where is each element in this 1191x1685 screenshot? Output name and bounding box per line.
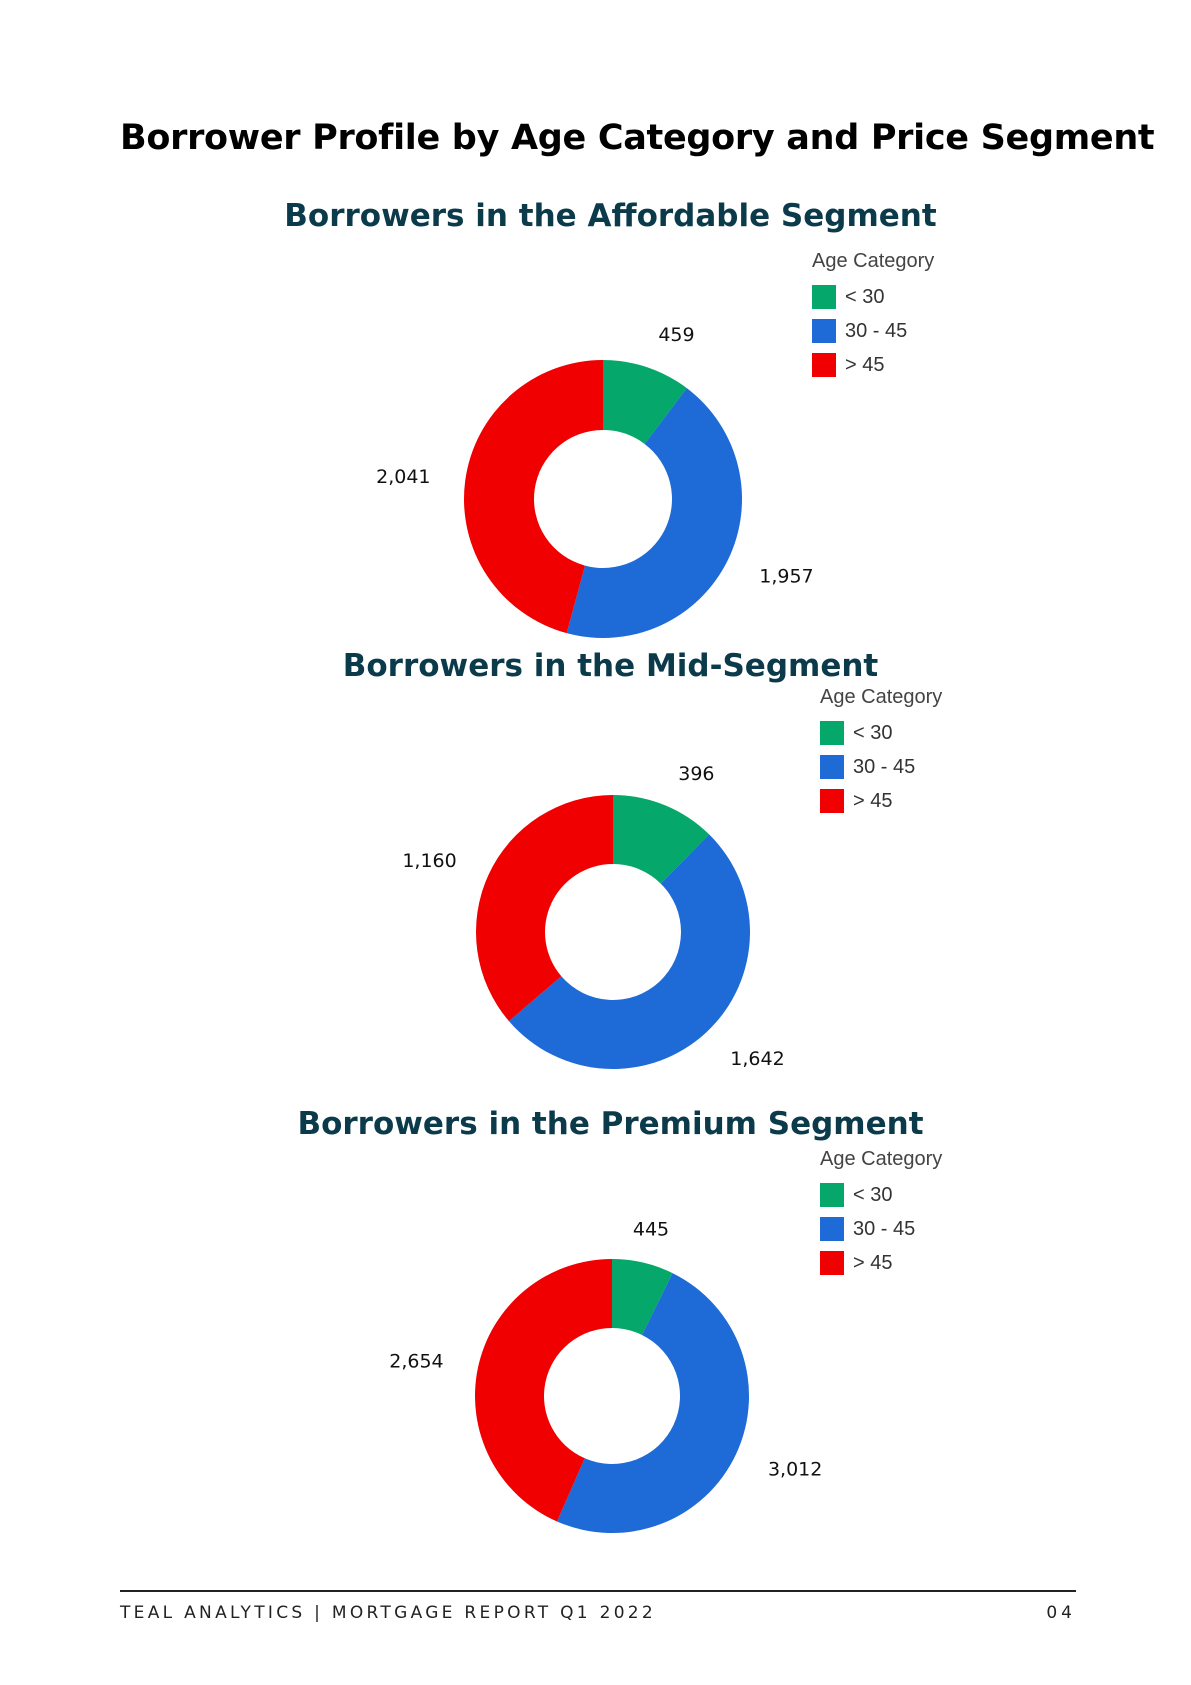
legend-swatch <box>820 789 844 813</box>
legend-swatch <box>820 1217 844 1241</box>
premium-segment-chart: Borrowers in the Premium Segment Age Cat… <box>0 1098 1191 1548</box>
data-label-under-30: 445 <box>633 1218 669 1240</box>
legend-swatch <box>820 755 844 779</box>
data-label-30-45: 1,642 <box>730 1048 784 1070</box>
data-label-30-45: 3,012 <box>768 1459 822 1481</box>
legend-item-under-30: < 30 <box>812 280 992 314</box>
chart-legend: Age Category < 30 30 - 45 > 45 <box>820 686 1000 818</box>
donut-slice-over-45 <box>464 360 603 634</box>
legend-item-over-45: > 45 <box>812 348 992 382</box>
legend-item-under-30: < 30 <box>820 716 1000 750</box>
mid-segment-chart: Borrowers in the Mid-Segment Age Categor… <box>0 640 1191 1090</box>
chart-title: Borrowers in the Mid-Segment <box>342 648 879 684</box>
legend-swatch <box>812 285 836 309</box>
donut-slice-30-45 <box>566 388 742 638</box>
legend-label: > 45 <box>853 789 893 812</box>
donut-chart: 396 1,642 1,160 <box>402 763 784 1070</box>
legend-title: Age Category <box>820 1148 943 1170</box>
data-label-over-45: 2,654 <box>389 1351 443 1373</box>
legend-label: > 45 <box>845 353 885 376</box>
legend-swatch <box>812 353 836 377</box>
donut-slice-under-30 <box>613 795 710 884</box>
data-label-30-45: 1,957 <box>759 566 813 588</box>
legend-label: 30 - 45 <box>853 1217 916 1240</box>
legend-label: < 30 <box>845 285 885 308</box>
legend-swatch <box>812 319 836 343</box>
legend-item-30-45: 30 - 45 <box>820 750 1000 784</box>
donut-chart: 445 3,012 2,654 <box>389 1218 822 1533</box>
legend-label: 30 - 45 <box>853 755 916 778</box>
affordable-segment-chart: Borrowers in the Affordable Segment Age … <box>0 190 1191 640</box>
legend-item-over-45: > 45 <box>820 784 1000 818</box>
page-title: Borrower Profile by Age Category and Pri… <box>120 118 1155 158</box>
donut-slice-over-45 <box>475 1259 612 1522</box>
legend-item-30-45: 30 - 45 <box>812 314 992 348</box>
data-label-over-45: 1,160 <box>402 850 456 872</box>
legend-label: 30 - 45 <box>845 319 908 342</box>
chart-legend: Age Category < 30 30 - 45 > 45 <box>820 1148 1000 1280</box>
legend-item-over-45: > 45 <box>820 1246 1000 1280</box>
legend-label: < 30 <box>853 1183 893 1206</box>
legend-swatch <box>820 1251 844 1275</box>
legend-swatch <box>820 721 844 745</box>
footer-divider <box>120 1590 1076 1592</box>
donut-slice-over-45 <box>476 795 613 1022</box>
donut-slice-under-30 <box>612 1259 673 1335</box>
legend-item-under-30: < 30 <box>820 1178 1000 1212</box>
data-label-under-30: 459 <box>658 324 694 346</box>
legend-title: Age Category <box>812 250 935 272</box>
chart-title: Borrowers in the Premium Segment <box>297 1106 924 1142</box>
data-label-over-45: 2,041 <box>376 466 430 488</box>
chart-legend: Age Category < 30 30 - 45 > 45 <box>812 250 992 382</box>
footer-text: TEAL ANALYTICS | MORTGAGE REPORT Q1 2022 <box>120 1603 657 1623</box>
legend-swatch <box>820 1183 844 1207</box>
legend-title: Age Category <box>820 686 943 708</box>
donut-chart: 459 1,957 2,041 <box>376 324 814 638</box>
donut-slice-30-45 <box>508 834 750 1069</box>
data-label-under-30: 396 <box>678 763 714 785</box>
legend-item-30-45: 30 - 45 <box>820 1212 1000 1246</box>
donut-slice-30-45 <box>557 1273 749 1533</box>
legend-label: > 45 <box>853 1251 893 1274</box>
page-number: 04 <box>1046 1603 1076 1623</box>
chart-title: Borrowers in the Affordable Segment <box>284 198 937 234</box>
legend-label: < 30 <box>853 721 893 744</box>
donut-slice-under-30 <box>603 360 687 444</box>
